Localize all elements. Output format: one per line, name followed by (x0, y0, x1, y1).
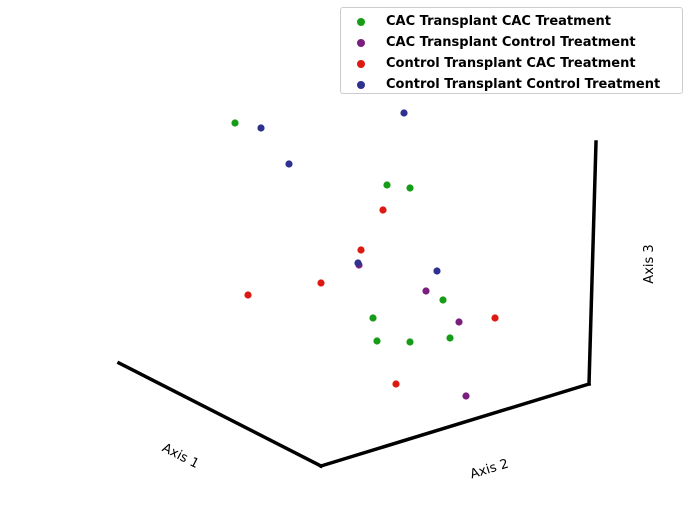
data-point (462, 392, 470, 400)
legend-entry: Control Transplant CAC Treatment (341, 53, 682, 74)
legend-label: CAC Transplant CAC Treatment (386, 14, 611, 29)
data-point (354, 259, 362, 267)
data-point (357, 246, 365, 254)
data-point (433, 267, 441, 275)
axis-2-line (318, 381, 592, 469)
axis-3-line (587, 140, 598, 386)
data-point (455, 318, 463, 326)
data-point (406, 338, 414, 346)
data-point (257, 124, 265, 132)
axis-1-label: Axis 1 (159, 441, 201, 472)
legend-entry: CAC Transplant CAC Treatment (341, 11, 682, 32)
data-point (285, 160, 293, 168)
data-point (422, 287, 430, 295)
data-point (392, 380, 400, 388)
legend-label: Control Transplant Control Treatment (386, 77, 661, 92)
data-point (244, 291, 252, 299)
legend-marker (357, 59, 365, 68)
data-point (369, 314, 377, 322)
axis-2-label: Axis 2 (468, 457, 510, 483)
data-point (317, 279, 325, 287)
data-point (439, 296, 447, 304)
data-point (231, 119, 239, 127)
axis-lines (116, 140, 598, 469)
data-point (491, 314, 499, 322)
legend-marker (357, 38, 365, 47)
legend-marker (357, 80, 365, 89)
data-point (383, 181, 391, 189)
legend-entry: CAC Transplant Control Treatment (341, 32, 682, 53)
legend-label: Control Transplant CAC Treatment (386, 56, 636, 71)
legend: CAC Transplant CAC Treatment CAC Transpl… (340, 7, 683, 94)
data-point (446, 334, 454, 342)
legend-entry: Control Transplant Control Treatment (341, 74, 682, 95)
data-points (231, 109, 499, 400)
axis-3-label: Axis 3 (642, 244, 657, 283)
data-point (379, 206, 387, 214)
data-point (406, 184, 414, 192)
data-point (373, 337, 381, 345)
legend-marker (357, 17, 365, 26)
data-point (400, 109, 408, 117)
legend-label: CAC Transplant Control Treatment (386, 35, 636, 50)
axis-1-line (116, 360, 324, 469)
